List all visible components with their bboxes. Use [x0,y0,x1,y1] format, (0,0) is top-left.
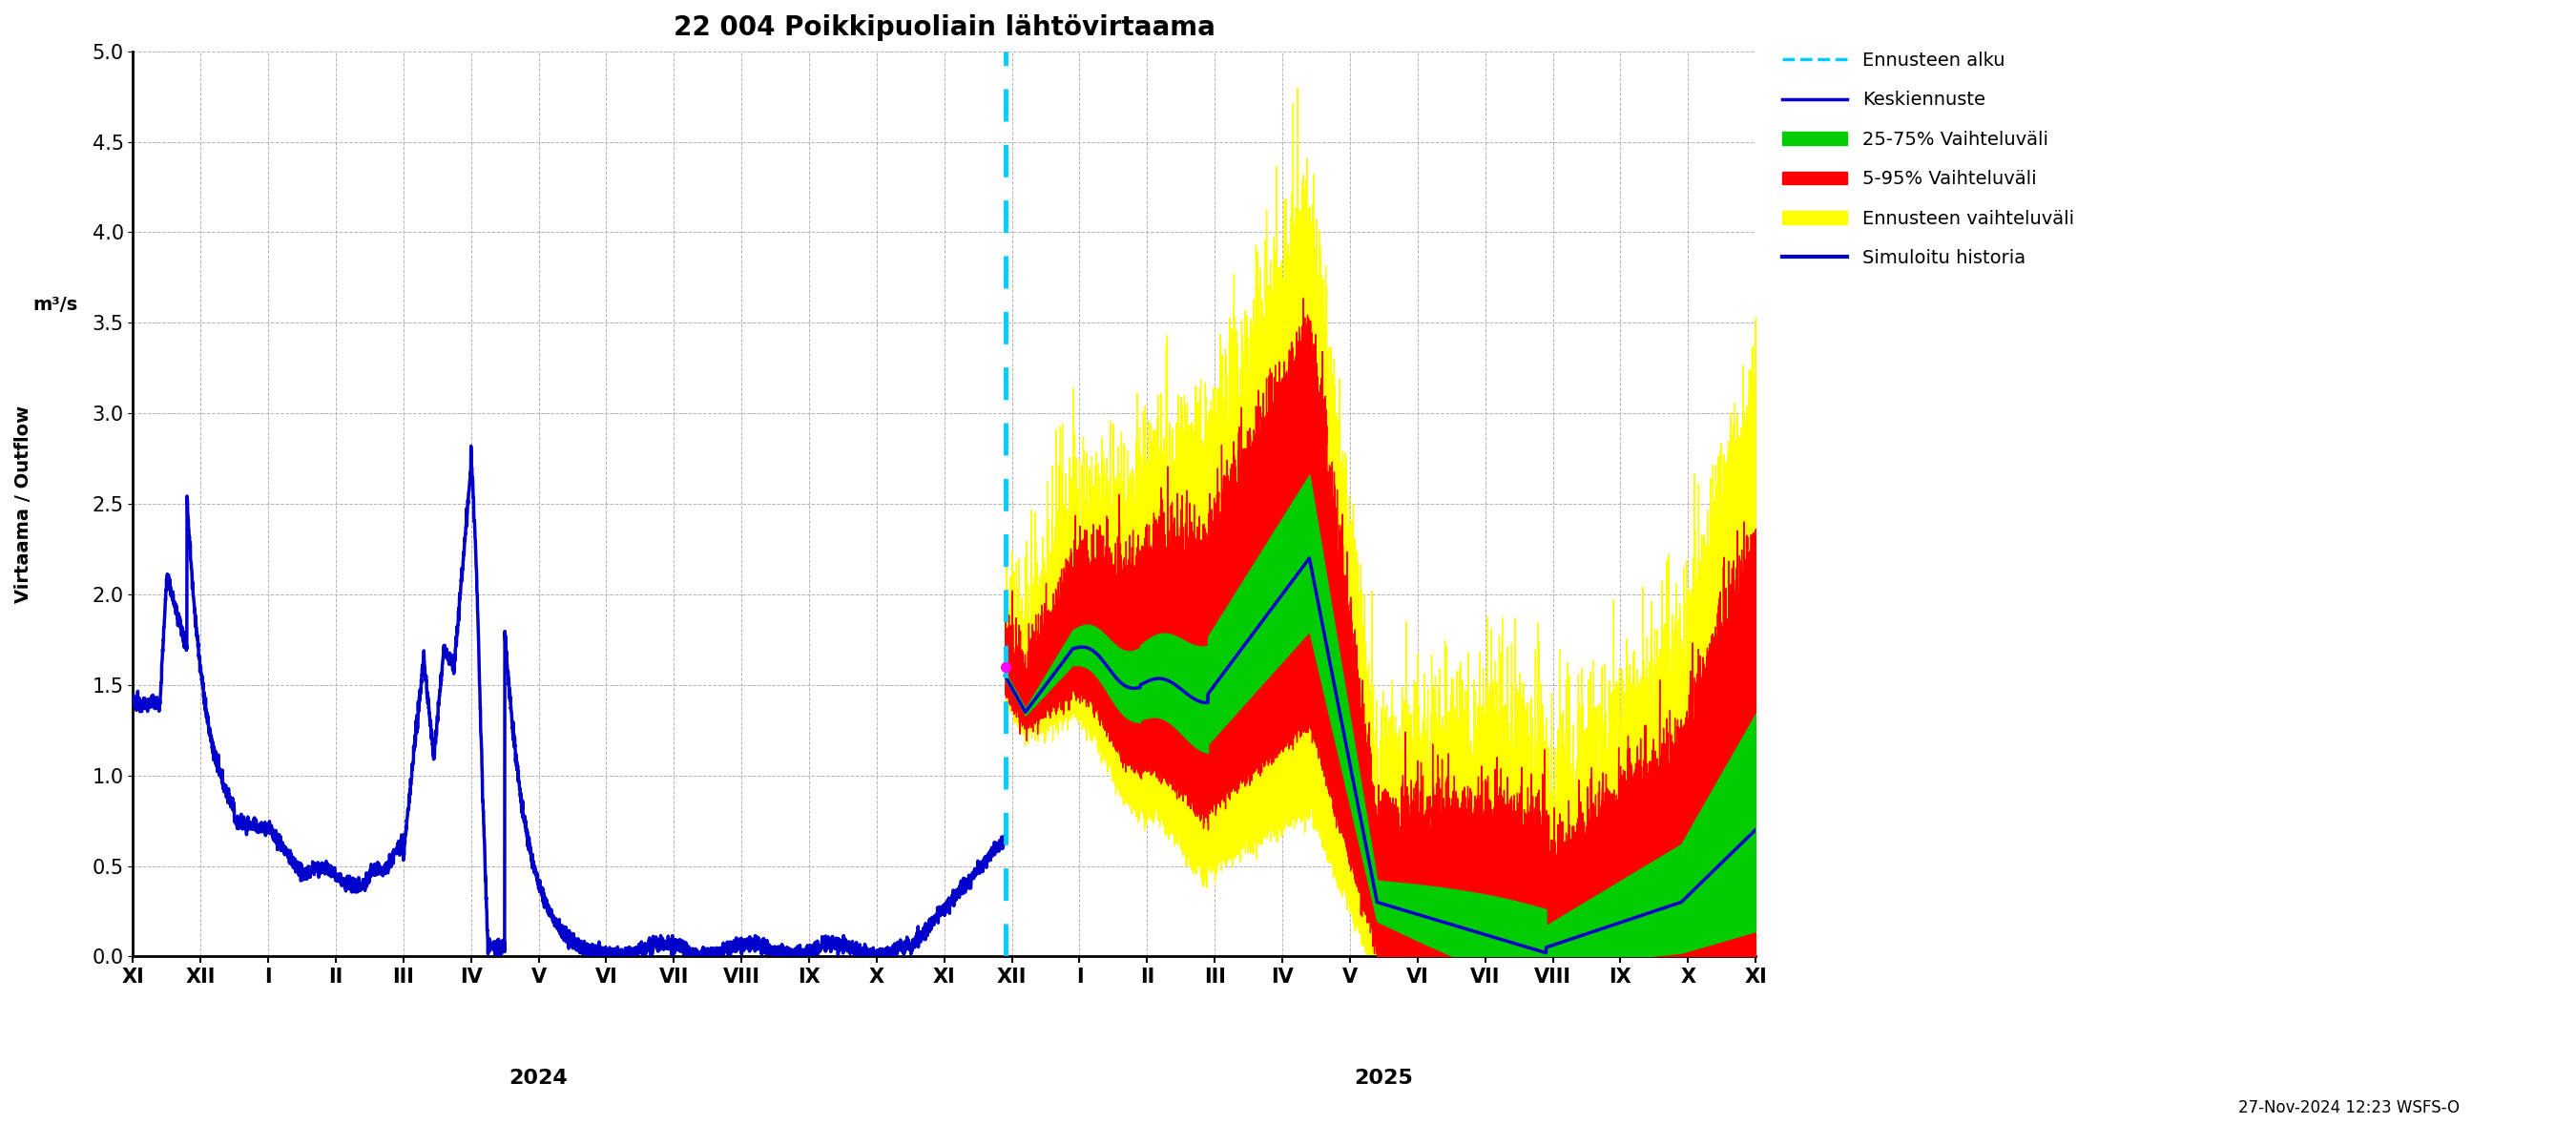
Y-axis label: Virtaama / Outflow: Virtaama / Outflow [15,405,33,602]
Text: m³/s: m³/s [33,295,77,314]
Title: 22 004 Poikkipuoliain lähtövirtaama: 22 004 Poikkipuoliain lähtövirtaama [672,14,1216,41]
Legend: Ennusteen alku, Keskiennuste, 25-75% Vaihteluväli, 5-95% Vaihteluväli, Ennusteen: Ennusteen alku, Keskiennuste, 25-75% Vai… [1772,42,2084,276]
Text: 2024: 2024 [510,1068,569,1088]
Text: 27-Nov-2024 12:23 WSFS-O: 27-Nov-2024 12:23 WSFS-O [2239,1099,2460,1116]
Text: 2025: 2025 [1355,1068,1414,1088]
